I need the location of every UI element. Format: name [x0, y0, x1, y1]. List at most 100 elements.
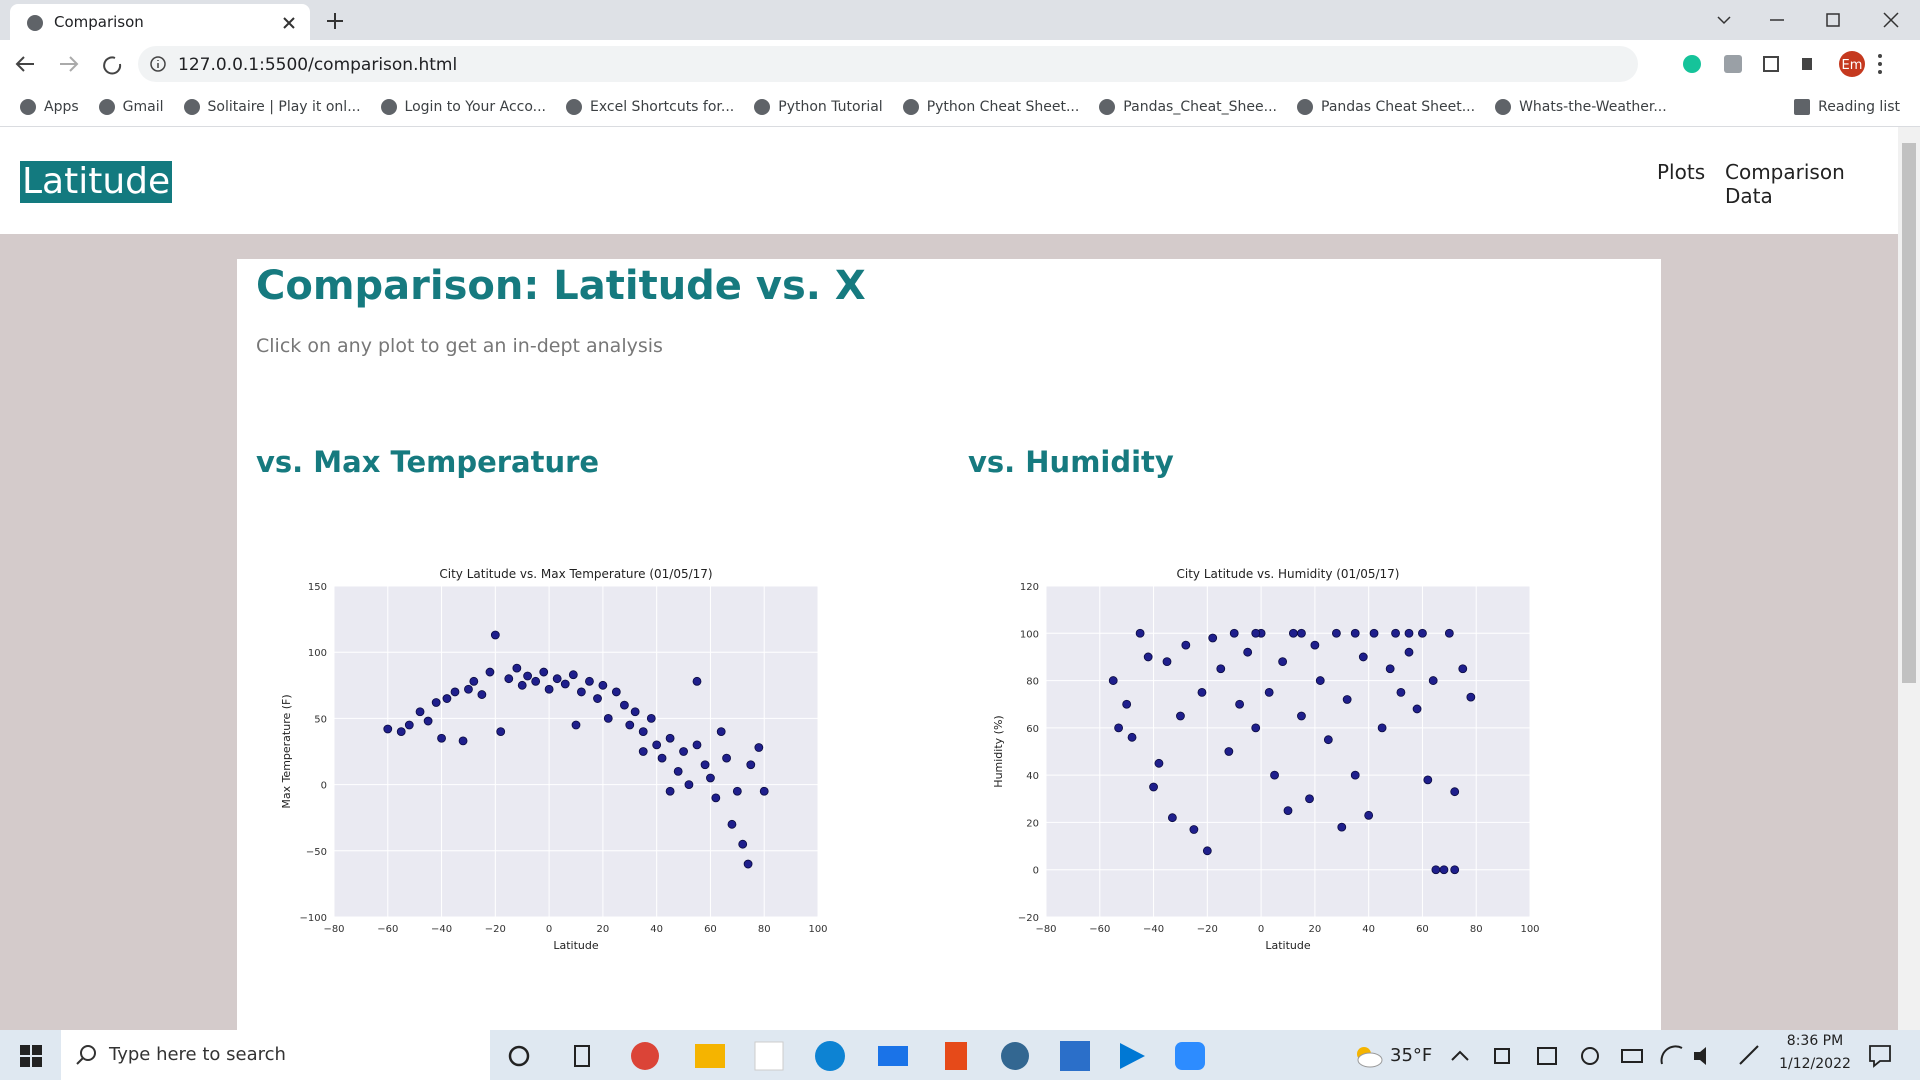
brand[interactable]: Latitude — [20, 161, 173, 203]
point — [1297, 628, 1306, 638]
point — [1122, 699, 1132, 709]
x-tick-label: −20 — [485, 924, 506, 935]
y-tick-label: 0 — [1033, 866, 1039, 877]
search-box[interactable]: Type here to search — [61, 1030, 490, 1080]
bookmark-label: Whats-the-Weather... — [1519, 99, 1667, 115]
window-controls[interactable] — [1700, 8, 1910, 32]
point — [1364, 810, 1374, 820]
pinned-apps[interactable] — [505, 1038, 1225, 1074]
bookmark-icon — [380, 99, 397, 115]
point — [1297, 711, 1306, 721]
point — [1288, 628, 1298, 638]
tray-icons[interactable] — [1450, 1044, 1770, 1068]
point — [568, 670, 578, 680]
plot-area — [334, 586, 818, 917]
bookmark-label: Gmail — [122, 99, 164, 115]
point — [1385, 664, 1395, 674]
point — [603, 713, 613, 723]
bookmark-label: Pandas Cheat Sheet... — [1321, 99, 1476, 115]
point — [1466, 692, 1476, 702]
point — [539, 667, 549, 677]
bookmark[interactable]: Python Cheat Sheet... — [902, 99, 1079, 115]
point — [727, 819, 737, 829]
bookmark[interactable]: Gmail — [98, 99, 164, 115]
extensions[interactable]: Em — [1676, 50, 1886, 78]
point — [754, 743, 764, 752]
y-tick-label: 40 — [1026, 771, 1039, 782]
point — [716, 727, 726, 737]
scrollbar[interactable] — [1898, 127, 1920, 1030]
x-tick-label: 0 — [1258, 924, 1264, 935]
tab-bar: Comparison — [0, 0, 1920, 40]
tab-close[interactable] — [282, 16, 296, 30]
address-bar[interactable]: 127.0.0.1:5500/comparison.html — [138, 46, 1638, 82]
bookmark[interactable]: Whats-the-Weather... — [1495, 99, 1667, 115]
point — [1377, 723, 1387, 733]
bookmark-list: Apps Gmail Solitaire | Play it onl... Login… — [0, 99, 1667, 115]
bookmark[interactable]: Login to Your Acco... — [380, 99, 546, 115]
point — [1149, 782, 1158, 792]
point — [477, 690, 487, 699]
weather-icon — [1357, 1047, 1383, 1068]
start-button[interactable] — [20, 1045, 42, 1067]
point — [1127, 732, 1137, 742]
bookmark-icon — [1099, 99, 1116, 115]
bookmark[interactable]: Pandas Cheat Sheet... — [1297, 99, 1475, 115]
bookmark[interactable]: Solitaire | Play it onl... — [183, 99, 361, 115]
point — [619, 700, 629, 710]
tab[interactable]: Comparison — [10, 4, 310, 40]
point — [593, 694, 602, 703]
point — [560, 679, 570, 689]
bookmark-icon — [754, 99, 771, 115]
point — [383, 724, 393, 734]
point — [450, 687, 460, 697]
point — [1229, 628, 1239, 638]
point — [611, 687, 621, 697]
point — [415, 707, 425, 717]
point — [523, 671, 533, 681]
point — [1216, 664, 1226, 674]
bookmark-label: Pandas_Cheat_Shee... — [1123, 99, 1277, 115]
x-tick-label: 80 — [758, 924, 771, 935]
point — [679, 747, 688, 756]
notifications[interactable] — [1868, 1044, 1892, 1068]
plot-area — [1046, 586, 1530, 917]
x-tick-label: 0 — [546, 924, 552, 935]
chart[interactable]: −80 −60 −40 −20 0 20 40 60 80 100 −20 0 20 40 60 80 100 1… — [968, 542, 1593, 972]
nav-link[interactable]: Comparison Data — [1725, 160, 1845, 208]
scroll-thumb[interactable] — [1902, 143, 1916, 683]
page-heading: Comparison: Latitude vs. X — [256, 263, 866, 309]
point — [665, 786, 675, 796]
point — [1404, 647, 1414, 657]
bookmark[interactable]: Excel Shortcuts for... — [566, 99, 734, 115]
point — [504, 674, 514, 684]
reading-list-label: Reading list — [1818, 99, 1900, 115]
point — [1176, 711, 1185, 721]
point — [1444, 628, 1454, 638]
bookmarks-bar: Apps Gmail Solitaire | Play it onl... Login… — [0, 88, 1920, 127]
point — [638, 727, 648, 737]
profile: Em — [1842, 58, 1863, 73]
point — [759, 786, 769, 796]
point — [1418, 628, 1427, 638]
bookmark[interactable]: Pandas_Cheat_Shee... — [1099, 99, 1277, 115]
nav-buttons[interactable] — [14, 52, 134, 76]
point — [692, 676, 702, 686]
nav-link[interactable]: Plots — [1657, 160, 1706, 184]
point — [442, 694, 452, 703]
y-axis-label: Max Temperature (F) — [280, 694, 293, 808]
bookmark[interactable]: Apps — [20, 99, 79, 115]
reading-list[interactable]: Reading list — [1794, 99, 1900, 115]
new-tab[interactable] — [326, 12, 344, 30]
bookmark-label: Excel Shortcuts for... — [590, 99, 735, 115]
point — [576, 687, 586, 697]
point — [1189, 825, 1199, 834]
chart[interactable]: −80 −60 −40 −20 0 20 40 60 80 100 −100 −50 0 50 100 150… — [256, 542, 881, 972]
taskbar: Type here to search 35°F 8:36 PM 1/12/20… — [0, 1030, 1920, 1080]
point — [638, 747, 648, 756]
x-tick-label: −40 — [1143, 924, 1164, 935]
point — [665, 733, 675, 743]
point — [630, 707, 640, 717]
bookmark[interactable]: Python Tutorial — [754, 99, 883, 115]
content: Comparison: Latitude vs. X Click on any … — [237, 259, 1661, 1030]
